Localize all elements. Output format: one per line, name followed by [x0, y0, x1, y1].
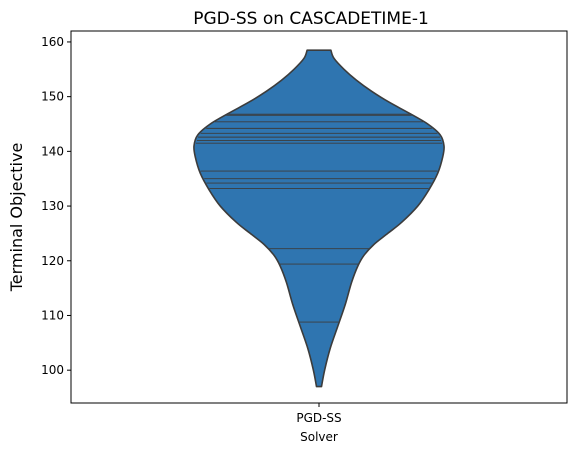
x-axis: PGD-SS	[296, 403, 342, 425]
y-tick-label: 100	[41, 363, 64, 377]
violin-body	[193, 49, 445, 388]
y-tick-label: 130	[41, 199, 64, 213]
x-axis-label: Solver	[300, 430, 338, 444]
y-tick-label: 140	[41, 144, 64, 158]
y-tick-label: 110	[41, 308, 64, 322]
y-tick-label: 160	[41, 35, 64, 49]
x-tick-label: PGD-SS	[296, 411, 341, 425]
plot-area	[70, 30, 568, 404]
y-axis-label: Terminal Objective	[7, 143, 26, 293]
y-tick-label: 120	[41, 254, 64, 268]
chart-title: PGD-SS on CASCADETIME-1	[193, 9, 429, 29]
violin-layer	[193, 49, 445, 388]
y-axis: 100 110 120 130 140 150 160	[41, 35, 71, 377]
y-tick-label: 150	[41, 90, 64, 104]
